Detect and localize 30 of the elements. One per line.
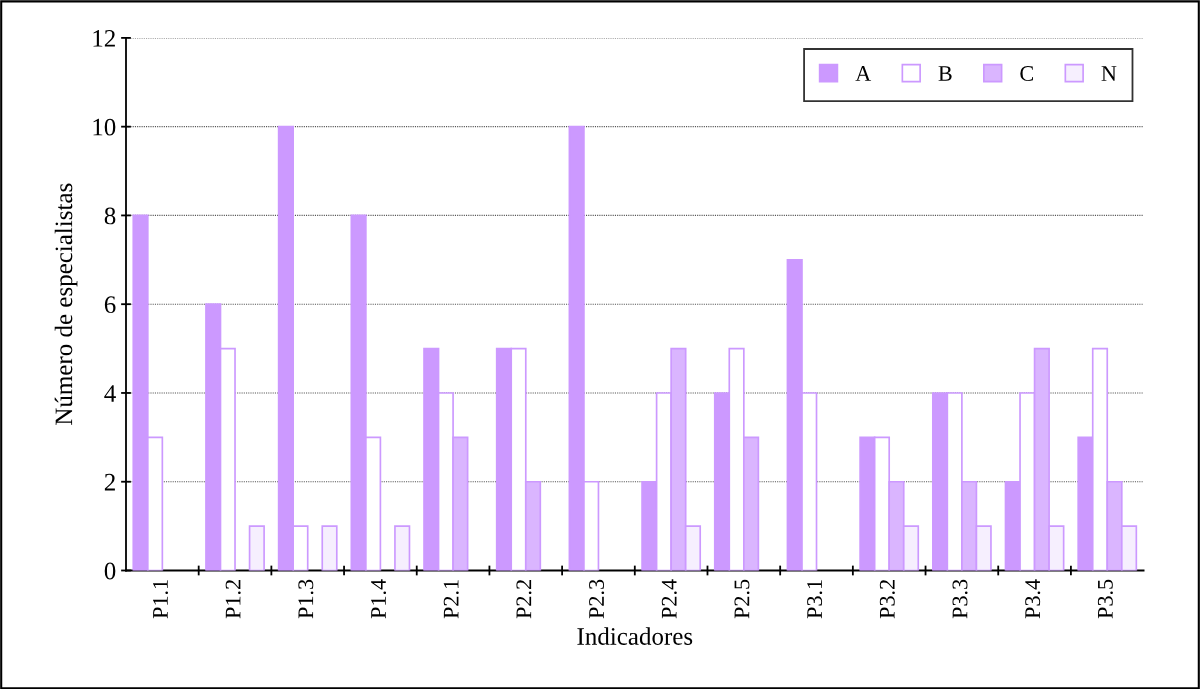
x-tick-label: P2.2 bbox=[516, 580, 532, 619]
x-tick-label: P1.2 bbox=[225, 580, 241, 619]
y-tick-label: 10 bbox=[93, 118, 116, 136]
y-tick-label: 12 bbox=[93, 30, 115, 47]
x-tick-label: P2.3 bbox=[589, 579, 605, 619]
bar bbox=[394, 525, 411, 571]
x-tick-label: P3.3 bbox=[952, 579, 968, 619]
y-tick-label: 8 bbox=[104, 207, 116, 225]
legend-label: B bbox=[938, 66, 952, 81]
x-tick-label: P3.1 bbox=[807, 580, 823, 619]
y-axis-title: Número de especialistas bbox=[54, 183, 78, 425]
legend-label: N bbox=[1101, 66, 1117, 81]
legend-label: C bbox=[1020, 66, 1033, 81]
y-tick-label: 2 bbox=[104, 473, 115, 491]
x-tick-label: P2.4 bbox=[661, 579, 677, 619]
x-tick-label: P3.5 bbox=[1097, 579, 1113, 619]
x-tick-label: P1.4 bbox=[371, 579, 387, 619]
x-tick-label: P1.1 bbox=[153, 580, 168, 619]
bar bbox=[248, 525, 265, 571]
x-axis-title: Indicadores bbox=[577, 627, 693, 645]
x-tick-label: P2.1 bbox=[443, 580, 459, 619]
x-tick-label: P3.4 bbox=[1025, 579, 1041, 619]
x-tick-label: P3.2 bbox=[879, 580, 895, 619]
x-tick-label: P2.5 bbox=[734, 579, 750, 619]
legend-label: A bbox=[855, 66, 872, 81]
x-tick-label: P1.3 bbox=[298, 579, 314, 619]
y-tick-label: 6 bbox=[104, 296, 116, 314]
y-tick-label: 0 bbox=[104, 562, 116, 580]
y-tick-label: 4 bbox=[104, 385, 116, 402]
bar bbox=[321, 525, 338, 571]
